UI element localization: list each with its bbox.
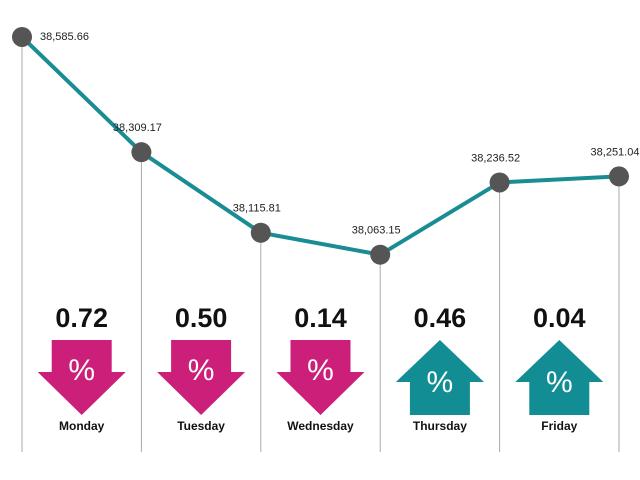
point-label: 38,236.52: [471, 152, 520, 164]
point: [370, 244, 391, 265]
point-label: 38,063.15: [352, 225, 401, 237]
day-label: Tuesday: [177, 419, 225, 433]
change-arrow: [37, 340, 126, 415]
point-label: 38,251.04: [591, 146, 640, 158]
point: [489, 172, 510, 193]
point: [609, 166, 629, 187]
change-label: 0.46: [414, 303, 467, 333]
point: [12, 26, 32, 47]
change-arrow: [276, 340, 365, 415]
change-label: 0.72: [55, 303, 108, 333]
day-label: Monday: [59, 419, 105, 433]
point-label: 38,115.81: [233, 203, 281, 215]
change-label: 0.04: [533, 303, 586, 333]
change-label: 0.50: [175, 303, 228, 333]
point: [250, 222, 271, 243]
percent-symbol: %: [68, 354, 95, 387]
day-label: Friday: [541, 419, 577, 433]
change-arrow: [515, 340, 604, 415]
percent-symbol: %: [307, 354, 334, 387]
percent-symbol: %: [546, 366, 573, 399]
change-arrow: [395, 340, 484, 415]
percent-symbol: %: [427, 366, 454, 399]
point: [131, 142, 152, 163]
day-label: Thursday: [413, 419, 467, 433]
point-label: 38,585.66: [40, 31, 89, 43]
change-arrow: [157, 340, 246, 415]
day-label: Wednesday: [287, 419, 354, 433]
change-label: 0.14: [294, 303, 347, 333]
percent-symbol: %: [188, 354, 215, 387]
line: [20, 35, 620, 257]
point-label: 38,309.17: [113, 122, 162, 134]
